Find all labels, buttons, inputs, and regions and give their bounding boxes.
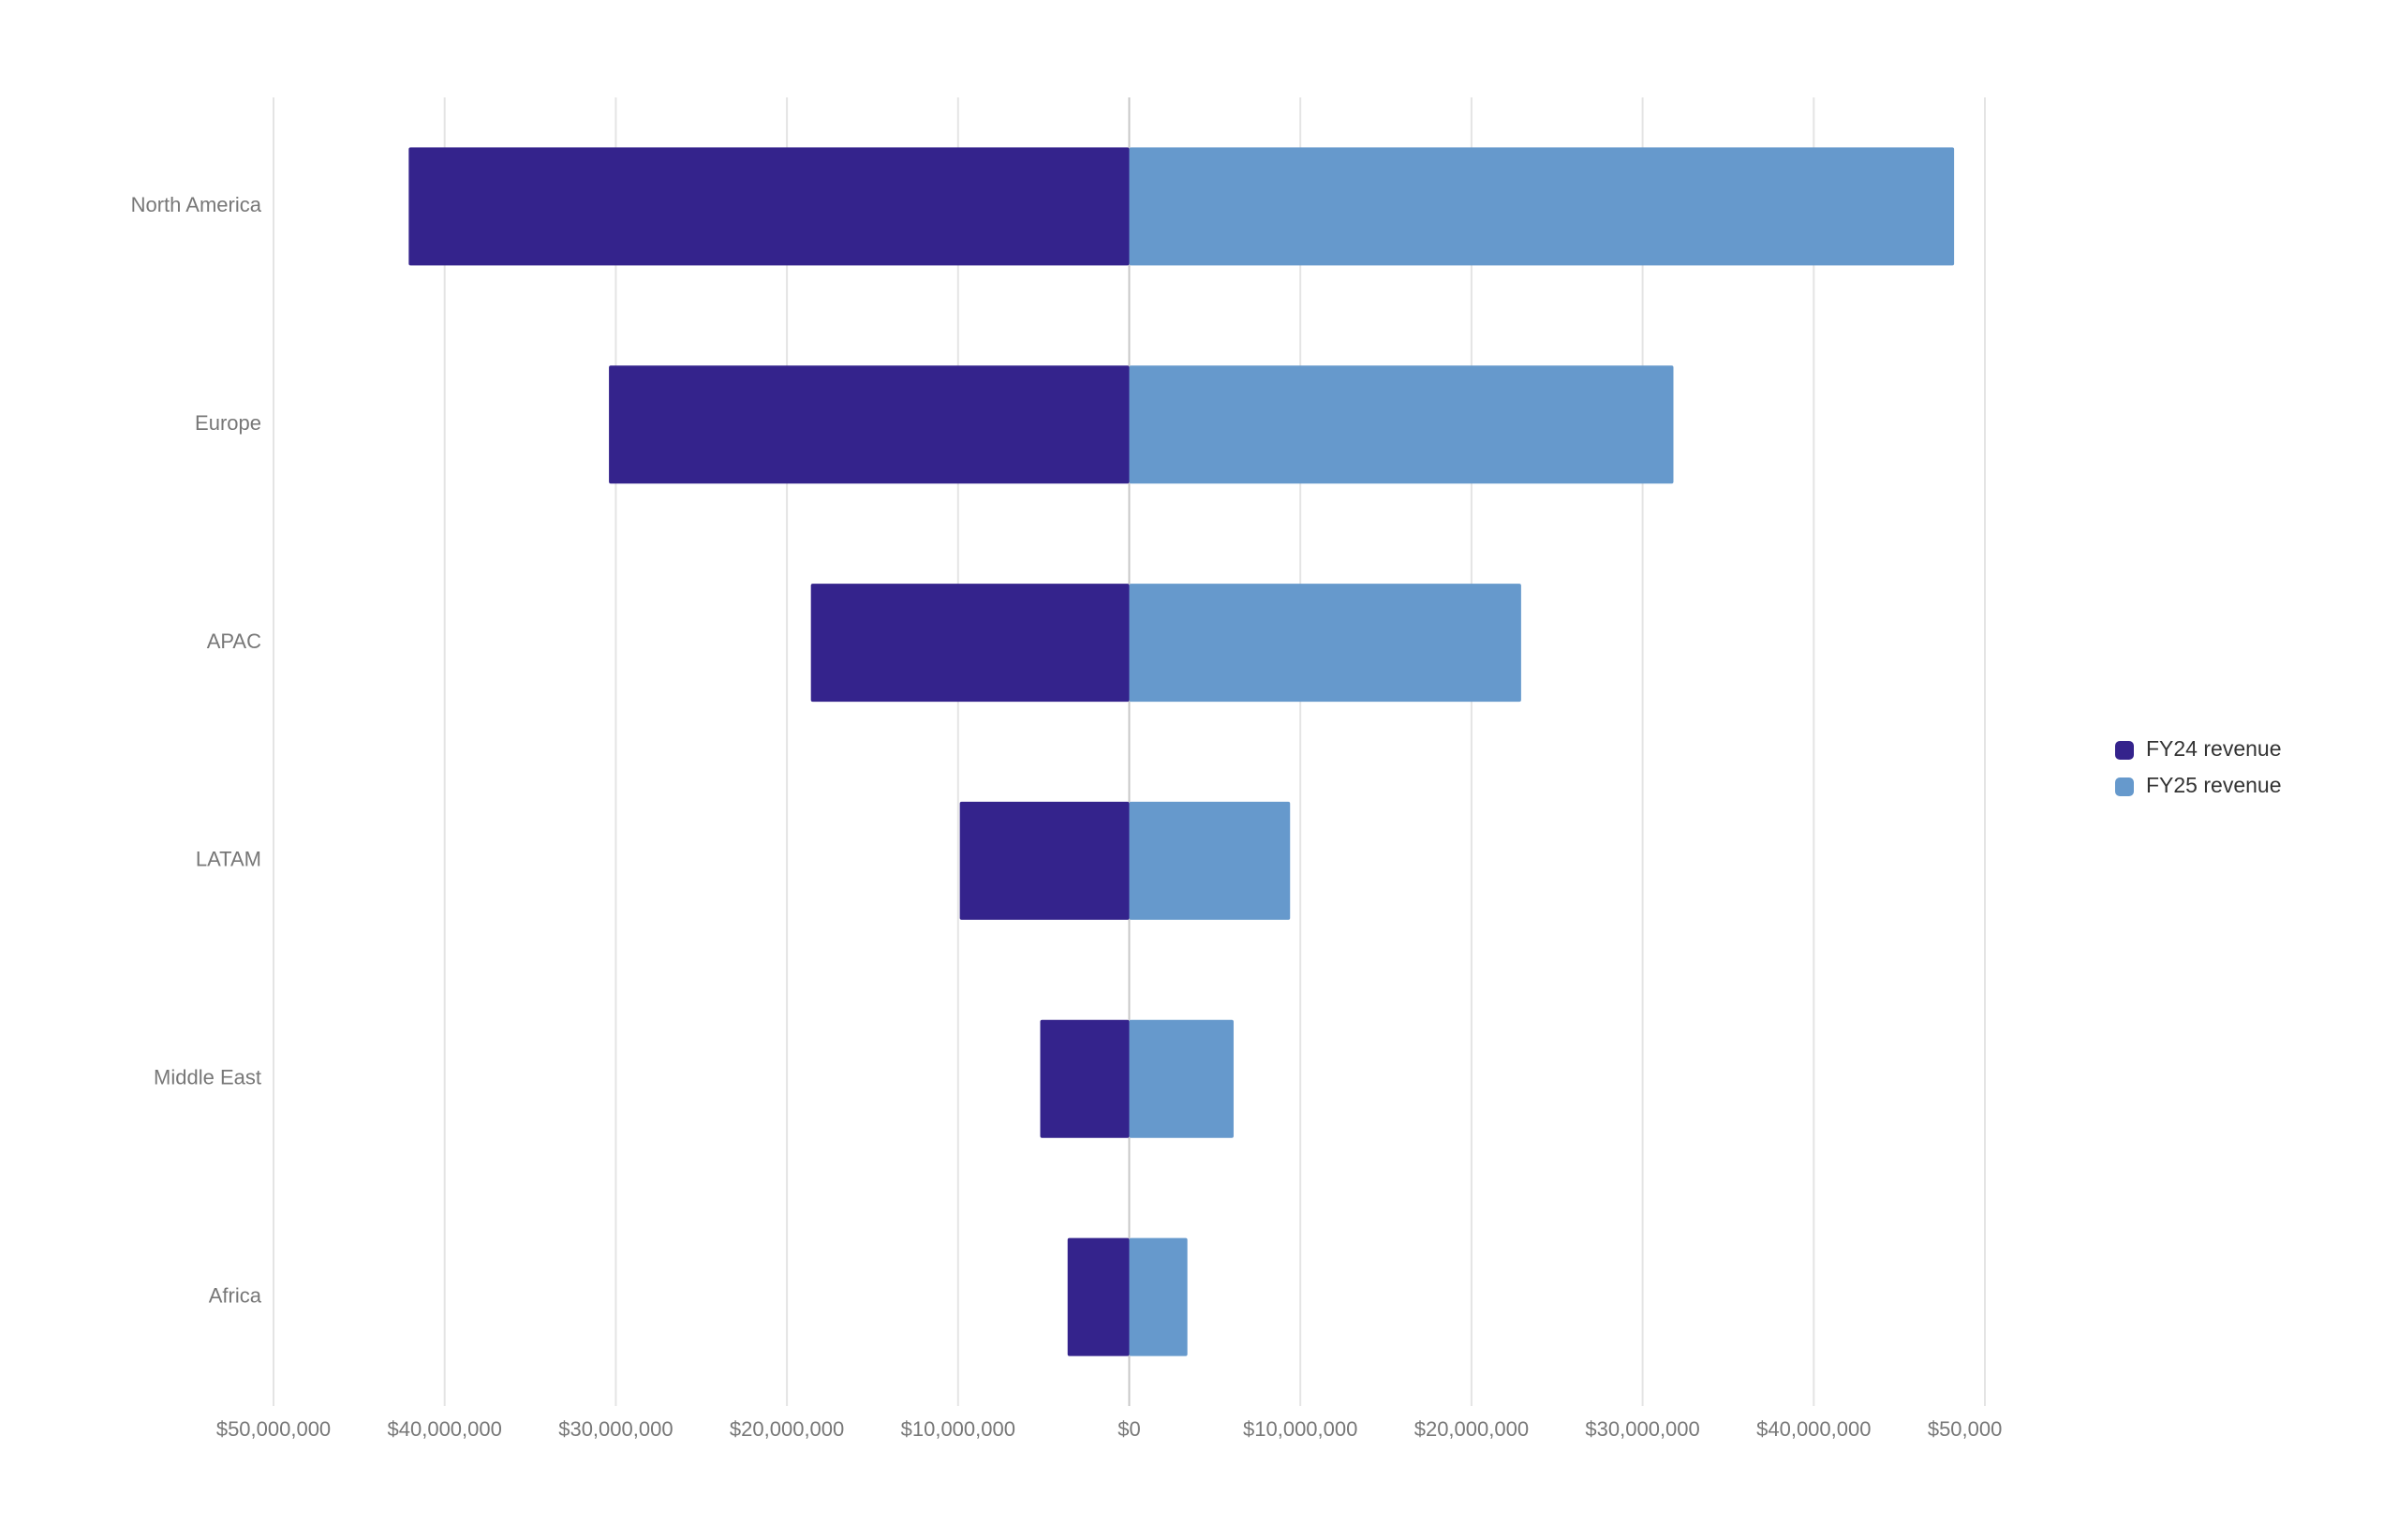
x-tick-label: $10,000,000 [901,1417,1015,1441]
category-label: Europe [195,411,261,435]
bars [408,147,1955,1356]
category-label: Middle East [154,1066,261,1089]
labels: $50,000,000 $40,000,000 $30,000,000 $20,000… [131,193,2042,1441]
bar [1129,801,1291,920]
bar [1129,1019,1234,1138]
x-tick-label: $30,000,000 [1585,1417,1699,1441]
bar [810,584,1130,703]
legend-label: FY24 revenue [2146,736,2281,761]
bar [1067,1237,1130,1356]
bar [609,365,1130,484]
category-label: APAC [207,629,261,653]
x-tick-label: $20,000,000 [1414,1417,1529,1441]
bar [1129,147,1955,266]
bar [1129,365,1674,484]
category-label: Africa [209,1283,262,1307]
bar [1129,1237,1188,1356]
bar [408,147,1130,266]
legend: FY24 revenue FY25 revenue [2115,736,2281,797]
x-tick-label: $40,000,000 [1756,1417,1871,1441]
legend-swatch [2115,777,2134,796]
bar [959,801,1130,920]
category-label: North America [131,193,262,216]
legend-swatch [2115,741,2134,760]
bar [1040,1019,1130,1138]
x-tick-label: $30,000,000 [558,1417,673,1441]
x-tick-label: $20,000,000 [730,1417,844,1441]
grid [273,97,1986,1406]
x-tick-label: $0 [1117,1417,1140,1441]
x-tick-label: $40,000,000 [388,1417,502,1441]
x-tick-label: $10,000,000 [1243,1417,1357,1441]
legend-label: FY25 revenue [2146,773,2281,797]
bar [1129,584,1521,703]
x-tick-label: $50,000,000 [216,1417,331,1441]
category-label: LATAM [196,848,261,871]
x-tick-label: $50,000,000 [1928,1417,2042,1441]
